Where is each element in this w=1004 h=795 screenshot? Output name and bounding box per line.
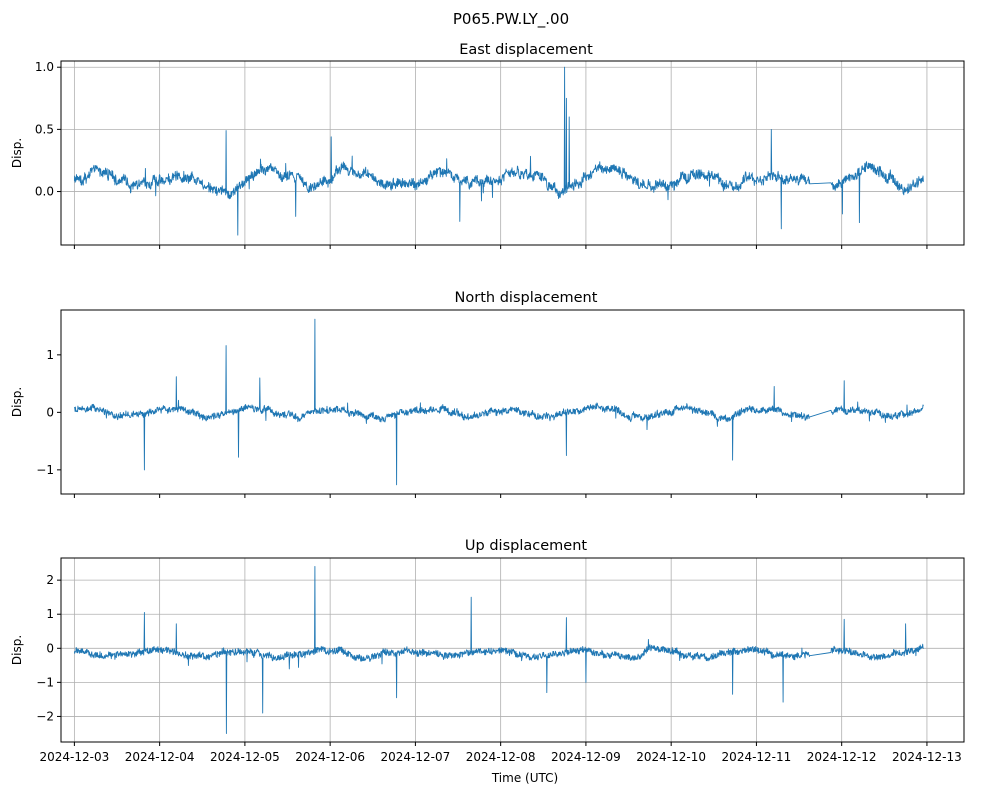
axes-1: −1 0 1 — [36, 309, 965, 498]
axes-frame — [60, 557, 965, 743]
subplot-title-north: North displacement — [455, 290, 598, 306]
y-tick-label: −1 — [36, 675, 54, 689]
x-axis-label: Time (UTC) — [491, 771, 558, 785]
y-tick-label: 0.0 — [35, 185, 54, 199]
y-axis-label-up: Disp. — [10, 635, 24, 665]
subplot-title-up: Up displacement — [465, 538, 587, 554]
x-tick-label: 2024-12-10 — [636, 750, 706, 764]
x-tick-label: 2024-12-07 — [381, 750, 451, 764]
y-tick-label: 0 — [46, 405, 54, 419]
x-tick-label: 2024-12-06 — [295, 750, 365, 764]
y-tick-label: 0 — [46, 641, 54, 655]
axes-0: 0.0 0.5 1.0 — [35, 60, 965, 249]
x-tick-label: 2024-12-11 — [722, 750, 792, 764]
x-tick-label: 2024-12-12 — [807, 750, 877, 764]
x-tick-label: 2024-12-04 — [125, 750, 195, 764]
figure-suptitle: P065.PW.LY_.00 — [453, 10, 569, 29]
y-tick-label: 1 — [46, 348, 54, 362]
y-tick-label: 1.0 — [35, 60, 54, 74]
y-axis-label-north: Disp. — [10, 387, 24, 417]
axes-frame — [60, 60, 965, 246]
y-tick-label: −1 — [36, 463, 54, 477]
series-line — [73, 66, 924, 236]
axes-2: −2 −1 0 1 2 2024-12-03 2024-12-04 2024-12-05 202… — [36, 557, 965, 764]
subplot-title-east: East displacement — [459, 42, 593, 58]
x-tick-label: 2024-12-13 — [892, 750, 962, 764]
x-tick-label: 2024-12-03 — [40, 750, 110, 764]
x-tick-label: 2024-12-05 — [210, 750, 280, 764]
series-line — [73, 318, 924, 486]
subplot-up: Up displacement Disp. — [10, 538, 587, 665]
y-tick-label: −2 — [36, 709, 54, 723]
x-tick-label: 2024-12-09 — [551, 750, 621, 764]
subplot-north: North displacement Disp. — [10, 290, 598, 417]
subplot-east: East displacement Disp. — [10, 42, 593, 168]
y-tick-label: 1 — [46, 607, 54, 621]
x-tick-label: 2024-12-08 — [466, 750, 536, 764]
y-tick-label: 2 — [46, 573, 54, 587]
y-axis-label-east: Disp. — [10, 138, 24, 168]
axes-frame — [60, 309, 965, 495]
series-line — [73, 566, 924, 734]
y-tick-label: 0.5 — [35, 122, 54, 136]
